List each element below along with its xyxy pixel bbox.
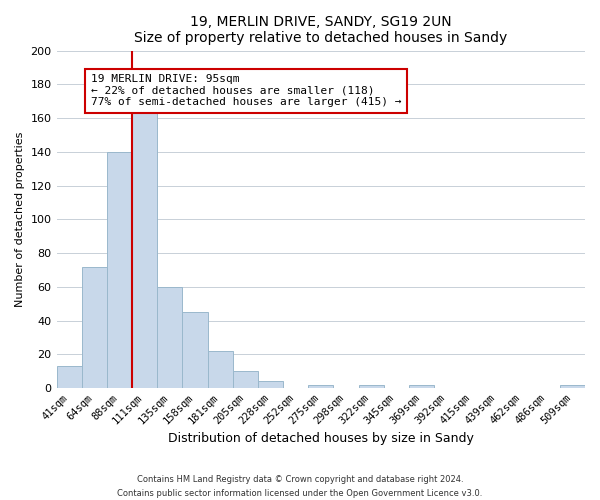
Y-axis label: Number of detached properties: Number of detached properties: [15, 132, 25, 307]
Bar: [56, 366, 82, 388]
Bar: [233, 371, 258, 388]
X-axis label: Distribution of detached houses by size in Sandy: Distribution of detached houses by size …: [168, 432, 474, 445]
Bar: [409, 384, 434, 388]
Bar: [107, 152, 132, 388]
Bar: [258, 381, 283, 388]
Bar: [208, 351, 233, 388]
Bar: [560, 384, 585, 388]
Title: 19, MERLIN DRIVE, SANDY, SG19 2UN
Size of property relative to detached houses i: 19, MERLIN DRIVE, SANDY, SG19 2UN Size o…: [134, 15, 508, 45]
Bar: [82, 266, 107, 388]
Bar: [359, 384, 383, 388]
Bar: [157, 287, 182, 388]
Text: Contains HM Land Registry data © Crown copyright and database right 2024.
Contai: Contains HM Land Registry data © Crown c…: [118, 476, 482, 498]
Text: 19 MERLIN DRIVE: 95sqm
← 22% of detached houses are smaller (118)
77% of semi-de: 19 MERLIN DRIVE: 95sqm ← 22% of detached…: [91, 74, 401, 108]
Bar: [132, 110, 157, 388]
Bar: [308, 384, 334, 388]
Bar: [182, 312, 208, 388]
